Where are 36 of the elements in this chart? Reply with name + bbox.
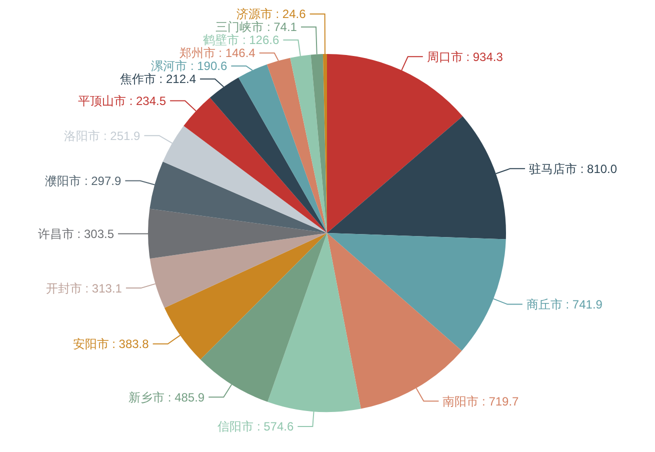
- data-label: : 303.5: [74, 226, 114, 241]
- data-label: : 190.6: [187, 59, 228, 74]
- slice-label: 南阳市: [442, 394, 479, 408]
- data-label: : 313.1: [82, 281, 122, 296]
- data-label: : 24.6: [272, 7, 306, 22]
- slice-label: 漯河市: [151, 59, 188, 74]
- slice-label: 洛阳市: [64, 128, 100, 143]
- data-label: : 485.9: [164, 390, 205, 404]
- data-label: : 146.4: [215, 46, 256, 60]
- slice-label: 济源市: [236, 7, 272, 22]
- data-label: : 74.1: [264, 20, 298, 34]
- slice-label: 安阳市: [72, 337, 109, 352]
- slice-label: 信阳市: [218, 420, 254, 434]
- slice-label: 濮阳市: [45, 174, 82, 188]
- slice-label: 焦作市: [120, 72, 156, 86]
- slice-label: 许昌市: [38, 226, 74, 241]
- slice-label: 周口市: [426, 50, 463, 64]
- data-label: : 383.8: [108, 337, 150, 352]
- slice-label: 商丘市: [526, 297, 562, 312]
- data-label: : 810.0: [577, 162, 618, 176]
- data-label: : 251.9: [100, 128, 141, 143]
- data-label: : 574.6: [254, 420, 294, 434]
- slice-label: 鹤壁市: [203, 33, 240, 48]
- data-label: : 212.4: [156, 72, 196, 86]
- data-label: : 741.9: [562, 297, 603, 312]
- slice-label: 开封市: [46, 281, 82, 296]
- slice-label: 驻马店市: [529, 162, 578, 176]
- slice-label: 郑州市: [179, 46, 216, 60]
- data-label: : 234.5: [126, 94, 166, 108]
- slice-label: 三门峡市: [216, 20, 264, 34]
- data-label: : 126.6: [239, 33, 280, 48]
- slice-label: 新乡市: [128, 390, 165, 404]
- data-label: : 297.9: [81, 174, 122, 188]
- data-label: : 719.7: [478, 394, 520, 408]
- data-label: : 934.3: [462, 50, 504, 64]
- slice-label: 平顶山市: [78, 94, 126, 108]
